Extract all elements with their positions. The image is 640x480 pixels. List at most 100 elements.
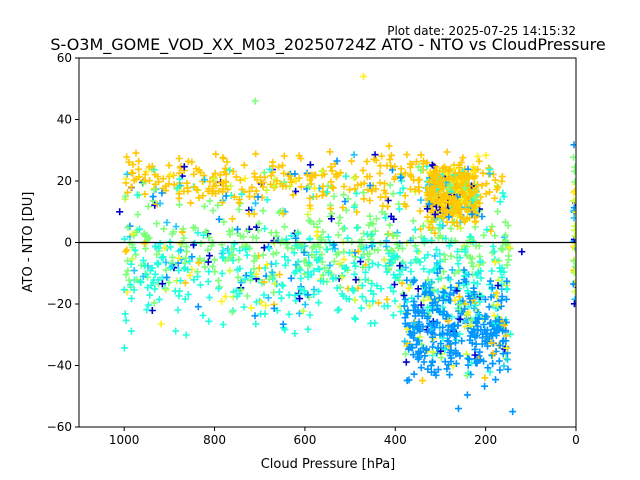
scatter-point bbox=[273, 249, 280, 257]
scatter-point bbox=[255, 220, 263, 228]
scatter-point bbox=[130, 286, 138, 294]
scatter-point bbox=[301, 301, 309, 309]
scatter-point bbox=[339, 225, 347, 233]
scatter-point bbox=[327, 163, 335, 171]
scatter-point bbox=[468, 316, 475, 324]
y-tick-label: −40 bbox=[47, 359, 72, 373]
scatter-point bbox=[438, 330, 446, 338]
scatter-point bbox=[570, 204, 576, 212]
scatter-point bbox=[300, 257, 308, 265]
scatter-point bbox=[316, 254, 324, 262]
scatter-point bbox=[351, 270, 358, 278]
scatter-point bbox=[450, 289, 458, 297]
scatter-point bbox=[150, 186, 158, 194]
scatter-point bbox=[403, 276, 411, 284]
scatter-point bbox=[310, 267, 318, 275]
scatter-point bbox=[155, 295, 163, 303]
scatter-point bbox=[382, 214, 390, 222]
scatter-point bbox=[437, 195, 445, 203]
scatter-point bbox=[350, 203, 358, 211]
scatter-point bbox=[289, 191, 297, 199]
scatter-point bbox=[149, 193, 157, 201]
scatter-point bbox=[410, 319, 418, 327]
scatter-point-outlier bbox=[116, 208, 124, 216]
scatter-point bbox=[492, 317, 500, 325]
scatter-point bbox=[500, 193, 508, 201]
scatter-point bbox=[383, 268, 391, 276]
scatter-point bbox=[437, 340, 445, 347]
scatter-point bbox=[328, 215, 335, 223]
scatter-point bbox=[162, 266, 170, 274]
scatter-point bbox=[454, 260, 462, 268]
scatter-point bbox=[456, 301, 463, 309]
scatter-point bbox=[494, 301, 502, 309]
scatter-point bbox=[382, 243, 390, 251]
scatter-point bbox=[433, 246, 441, 254]
scatter-point bbox=[145, 234, 153, 242]
scatter-point bbox=[132, 251, 140, 259]
scatter-point bbox=[429, 348, 437, 356]
scatter-point bbox=[281, 253, 289, 261]
scatter-point bbox=[472, 218, 480, 225]
scatter-point bbox=[447, 252, 455, 260]
scatter-point bbox=[393, 252, 401, 260]
scatter-point bbox=[312, 171, 320, 179]
chart-title: S-O3M_GOME_VOD_XX_M03_20250724Z ATO - NT… bbox=[50, 35, 605, 55]
scatter-point bbox=[195, 259, 203, 267]
scatter-point bbox=[452, 360, 460, 368]
scatter-point bbox=[351, 296, 359, 304]
scatter-point bbox=[370, 155, 378, 163]
scatter-point bbox=[457, 224, 465, 232]
scatter-point bbox=[477, 274, 485, 282]
scatter-point bbox=[277, 294, 285, 302]
y-tick-label: −20 bbox=[47, 297, 72, 311]
scatter-point bbox=[227, 245, 235, 252]
scatter-point bbox=[471, 194, 479, 202]
scatter-point bbox=[285, 310, 293, 318]
scatter-point bbox=[140, 229, 148, 237]
scatter-point bbox=[419, 377, 426, 385]
scatter-point bbox=[296, 295, 304, 303]
scatter-point bbox=[329, 184, 337, 192]
scatter-point bbox=[414, 353, 422, 361]
scatter-point bbox=[461, 248, 469, 256]
scatter-point bbox=[306, 202, 314, 210]
scatter-point bbox=[225, 249, 233, 257]
scatter-point bbox=[458, 189, 466, 197]
scatter-point bbox=[442, 194, 450, 202]
scatter-point bbox=[402, 264, 410, 272]
scatter-point bbox=[571, 263, 576, 270]
scatter-point bbox=[491, 176, 499, 184]
scatter-point bbox=[241, 275, 249, 283]
scatter-point bbox=[304, 211, 312, 218]
scatter-point bbox=[195, 194, 203, 202]
scatter-point bbox=[452, 349, 460, 357]
scatter-point bbox=[359, 263, 367, 271]
scatter-point bbox=[402, 358, 410, 366]
scatter-point bbox=[319, 183, 327, 190]
scatter-point bbox=[473, 319, 481, 327]
scatter-point bbox=[235, 195, 243, 203]
scatter-point bbox=[390, 271, 398, 279]
scatter-point bbox=[204, 278, 212, 286]
scatter-point bbox=[385, 142, 393, 150]
scatter-point bbox=[314, 265, 322, 273]
scatter-point bbox=[570, 141, 576, 149]
scatter-point bbox=[318, 258, 326, 266]
scatter-point bbox=[425, 281, 433, 289]
scatter-point bbox=[205, 185, 213, 193]
x-tick-label: 0 bbox=[572, 433, 580, 447]
scatter-point bbox=[131, 246, 139, 254]
scatter-point bbox=[151, 285, 159, 293]
scatter-point bbox=[441, 346, 449, 353]
scatter-point bbox=[438, 184, 446, 192]
scatter-point bbox=[151, 180, 159, 188]
scatter-point bbox=[405, 284, 413, 292]
scatter-point bbox=[406, 343, 414, 351]
scatter-point bbox=[218, 297, 226, 305]
scatter-point bbox=[383, 296, 391, 303]
scatter-point bbox=[499, 327, 507, 335]
scatter-point bbox=[281, 223, 288, 231]
scatter-point bbox=[303, 171, 311, 179]
scatter-point bbox=[396, 205, 403, 213]
